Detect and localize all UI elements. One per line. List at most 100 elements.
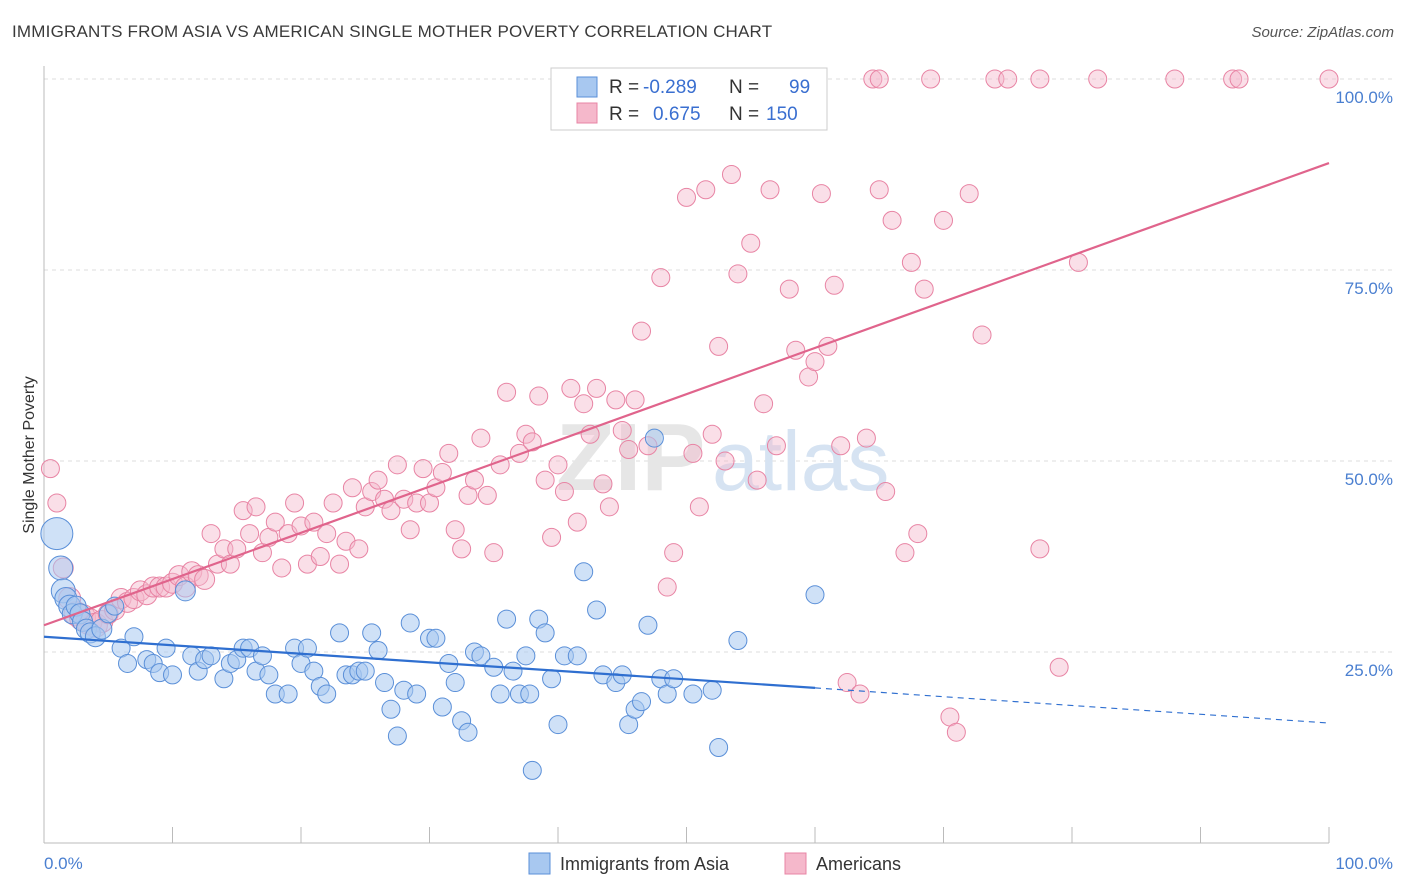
americans-point <box>837 673 857 693</box>
y-tick-label: 100.0% <box>1335 88 1393 107</box>
americans-point <box>400 520 420 540</box>
americans-point <box>741 233 761 253</box>
legend-swatch-pink <box>576 102 598 124</box>
immigrants-point <box>520 684 540 704</box>
immigrants-point <box>728 631 748 651</box>
immigrants-point <box>432 697 452 717</box>
legend-r-value: -0.289 <box>643 77 697 98</box>
americans-point <box>664 543 684 563</box>
americans-point <box>323 493 343 513</box>
americans-point <box>934 210 953 230</box>
americans-point <box>612 420 632 440</box>
americans-point <box>959 184 979 204</box>
immigrants-point <box>252 646 272 666</box>
americans-point <box>1030 69 1050 89</box>
immigrants-point <box>503 661 523 681</box>
americans-point <box>368 470 388 490</box>
stats-legend: R = -0.289 N = 99 R = 0.675 N = 150 <box>550 67 828 131</box>
immigrants-point <box>702 680 722 700</box>
americans-point <box>779 279 799 299</box>
watermark-zip: ZIP <box>556 404 705 511</box>
legend-n-value: 150 <box>766 104 798 125</box>
legend-r-label: R = <box>609 104 639 125</box>
immigrants-point <box>259 665 279 685</box>
immigrants-point <box>445 673 465 693</box>
americans-point <box>535 470 555 490</box>
americans-point <box>677 187 696 207</box>
immigrants-point <box>548 715 568 735</box>
immigrants-trendline-extension <box>814 687 1330 724</box>
americans-point <box>689 497 709 517</box>
americans-point <box>766 436 786 456</box>
americans-point <box>619 440 639 460</box>
americans-point <box>1165 69 1185 89</box>
immigrants-point <box>40 517 74 551</box>
americans-point <box>908 524 928 544</box>
axes <box>43 66 1330 844</box>
legend-n-value: 99 <box>789 77 810 98</box>
americans-point <box>477 485 497 505</box>
americans-point <box>863 69 883 89</box>
immigrants-point <box>156 638 176 658</box>
americans-point <box>484 543 504 563</box>
immigrants-point <box>522 760 542 780</box>
legend-item-immigrants: Immigrants from Asia <box>560 854 730 874</box>
watermark-atlas: atlas <box>712 414 889 508</box>
americans-point <box>869 180 889 200</box>
immigrants-point <box>709 738 729 757</box>
immigrants-point <box>355 661 375 681</box>
x-tick-label-max: 100.0% <box>1335 854 1393 873</box>
americans-point <box>599 497 619 517</box>
americans-point <box>709 336 729 356</box>
americans-point <box>651 268 671 288</box>
immigrants-point <box>163 665 182 685</box>
americans-point <box>561 378 581 398</box>
series-legend: Immigrants from Asia Americans <box>528 852 901 875</box>
americans-point <box>330 554 350 574</box>
immigrants-point <box>458 722 478 742</box>
americans-point <box>869 69 889 89</box>
americans-point <box>657 577 677 597</box>
immigrants-point <box>362 623 382 643</box>
americans-point <box>901 252 921 272</box>
americans-point <box>683 443 703 463</box>
y-tick-label: 75.0% <box>1345 279 1393 298</box>
americans-point <box>317 524 337 544</box>
americans-points <box>40 69 1339 742</box>
americans-point <box>516 424 536 444</box>
americans-point <box>40 459 60 479</box>
americans-point <box>1049 657 1069 677</box>
immigrants-point <box>574 562 594 582</box>
americans-point <box>805 352 825 372</box>
y-tick-label: 50.0% <box>1345 470 1393 489</box>
immigrants-point <box>516 646 536 666</box>
legend-n-label: N = <box>729 104 759 125</box>
americans-point <box>1223 69 1243 89</box>
immigrants-point <box>387 726 407 746</box>
immigrants-point <box>317 684 337 704</box>
immigrants-point <box>490 684 510 704</box>
immigrants-point <box>587 600 607 620</box>
americans-point <box>285 493 305 513</box>
americans-point <box>240 524 260 544</box>
americans-point <box>574 394 594 414</box>
americans-point <box>747 470 767 490</box>
americans-point <box>972 325 992 345</box>
legend-n-label: N = <box>729 77 759 98</box>
americans-point <box>522 432 542 452</box>
immigrants-point <box>497 609 517 629</box>
americans-point <box>387 455 407 475</box>
americans-point <box>529 386 549 406</box>
americans-point <box>272 558 292 578</box>
immigrants-point <box>381 699 401 719</box>
legend-r-value: 0.675 <box>653 104 701 125</box>
americans-point <box>548 455 568 475</box>
americans-point <box>882 210 902 230</box>
immigrants-point <box>567 646 587 666</box>
americans-point <box>381 501 401 521</box>
americans-point <box>413 459 433 479</box>
americans-point <box>452 539 472 559</box>
y-tick-label: 25.0% <box>1345 661 1393 680</box>
americans-point <box>1229 69 1249 89</box>
